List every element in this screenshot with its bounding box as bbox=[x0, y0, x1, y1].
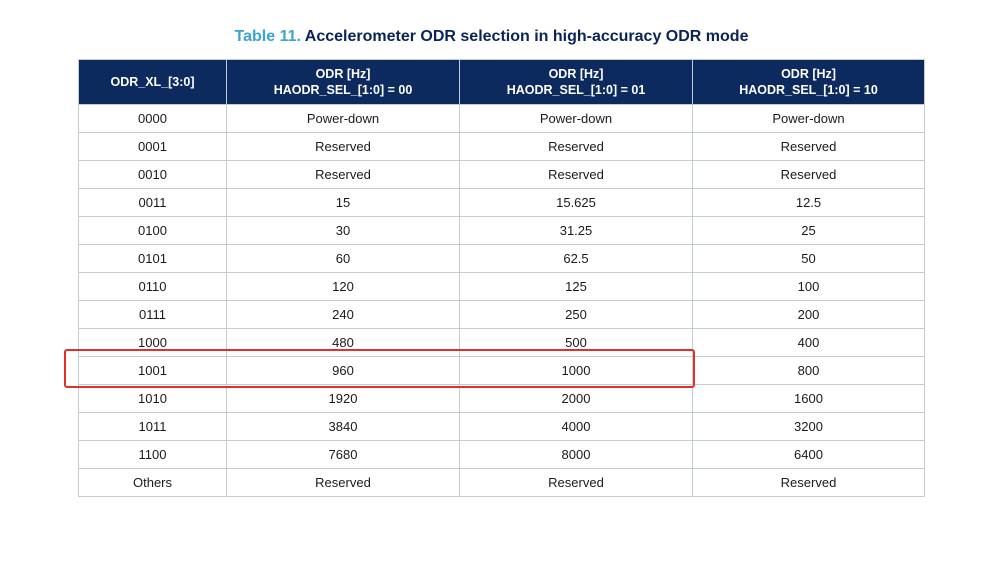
table-row: 0010 Reserved Reserved Reserved bbox=[78, 160, 925, 189]
table-cell: 1000 bbox=[459, 356, 693, 385]
title-text: Accelerometer ODR selection in high-accu… bbox=[304, 28, 749, 45]
table-row: 0111 240 250 200 bbox=[78, 300, 925, 329]
table-cell: 4000 bbox=[459, 412, 693, 441]
header-cell: ODR [Hz] HAODR_SEL_[1:0] = 10 bbox=[692, 59, 925, 105]
table-row: Others Reserved Reserved Reserved bbox=[78, 468, 925, 497]
table-cell: Reserved bbox=[226, 468, 460, 497]
table-cell: 1011 bbox=[78, 412, 227, 441]
table-cell: Reserved bbox=[692, 468, 925, 497]
header-cell: ODR [Hz] HAODR_SEL_[1:0] = 01 bbox=[459, 59, 693, 105]
table-cell: 0011 bbox=[78, 188, 227, 217]
header-line: ODR_XL_[3:0] bbox=[110, 75, 195, 89]
table-cell: 62.5 bbox=[459, 244, 693, 273]
table-cell: 1010 bbox=[78, 384, 227, 413]
table-cell: Reserved bbox=[226, 160, 460, 189]
table-cell: 400 bbox=[692, 328, 925, 357]
table-cell: 3200 bbox=[692, 412, 925, 441]
table-number: Table 11. bbox=[234, 28, 301, 45]
table-row: 1000 480 500 400 bbox=[78, 328, 925, 357]
table-cell: 31.25 bbox=[459, 216, 693, 245]
table-cell: 50 bbox=[692, 244, 925, 273]
table-row: 1001 960 1000 800 bbox=[78, 356, 925, 385]
table-cell: 0000 bbox=[78, 104, 227, 133]
table-row: 1100 7680 8000 6400 bbox=[78, 440, 925, 469]
table-row: 0000 Power-down Power-down Power-down bbox=[78, 104, 925, 133]
table-cell: 0101 bbox=[78, 244, 227, 273]
table-cell: 120 bbox=[226, 272, 460, 301]
table-body: 0000 Power-down Power-down Power-down 0001 Re… bbox=[78, 104, 925, 497]
table-cell: 1000 bbox=[78, 328, 227, 357]
table-row: 0100 30 31.25 25 bbox=[78, 216, 925, 245]
odr-table: ODR_XL_[3:0] ODR [Hz] HAODR_SEL_[1:0] = 00… bbox=[78, 59, 925, 497]
table-row: 0101 60 62.5 50 bbox=[78, 244, 925, 273]
header-line: ODR [Hz] bbox=[781, 67, 836, 81]
header-cell: ODR [Hz] HAODR_SEL_[1:0] = 00 bbox=[226, 59, 460, 105]
table-cell: 2000 bbox=[459, 384, 693, 413]
table-cell: 15.625 bbox=[459, 188, 693, 217]
header-line: HAODR_SEL_[1:0] = 00 bbox=[273, 83, 413, 97]
table-cell: 1100 bbox=[78, 440, 227, 469]
header-cell: ODR_XL_[3:0] bbox=[78, 59, 227, 105]
table-cell: 30 bbox=[226, 216, 460, 245]
table-cell: 0010 bbox=[78, 160, 227, 189]
table-cell: 60 bbox=[226, 244, 460, 273]
table-cell: Reserved bbox=[459, 468, 693, 497]
highlight-box bbox=[64, 349, 695, 388]
table-cell: 100 bbox=[692, 272, 925, 301]
header-line: HAODR_SEL_[1:0] = 01 bbox=[506, 83, 646, 97]
table-cell: 15 bbox=[226, 188, 460, 217]
table-cell: 125 bbox=[459, 272, 693, 301]
table-cell: 240 bbox=[226, 300, 460, 329]
table-title: Table 11. Accelerometer ODR selection in… bbox=[0, 28, 983, 46]
table-row: 0001 Reserved Reserved Reserved bbox=[78, 132, 925, 161]
table-cell: 1600 bbox=[692, 384, 925, 413]
table-cell: 12.5 bbox=[692, 188, 925, 217]
header-line: ODR [Hz] bbox=[315, 67, 371, 81]
table-cell: Reserved bbox=[459, 160, 693, 189]
header-row: ODR_XL_[3:0] ODR [Hz] HAODR_SEL_[1:0] = 00… bbox=[78, 59, 925, 105]
table-cell: Reserved bbox=[226, 132, 460, 161]
table-cell: Reserved bbox=[692, 160, 925, 189]
table-cell: 250 bbox=[459, 300, 693, 329]
table-cell: 25 bbox=[692, 216, 925, 245]
table-header: ODR_XL_[3:0] ODR [Hz] HAODR_SEL_[1:0] = 00… bbox=[78, 59, 925, 105]
table-cell: Power-down bbox=[692, 104, 925, 133]
table-cell: Others bbox=[78, 468, 227, 497]
table-cell: 0111 bbox=[78, 300, 227, 329]
table-cell: 200 bbox=[692, 300, 925, 329]
table-cell: 8000 bbox=[459, 440, 693, 469]
table-cell: 480 bbox=[226, 328, 460, 357]
table-row: 0011 15 15.625 12.5 bbox=[78, 188, 925, 217]
table-cell: Reserved bbox=[459, 132, 693, 161]
table-cell: Power-down bbox=[226, 104, 460, 133]
table-cell: 800 bbox=[692, 356, 925, 385]
table-cell: 0001 bbox=[78, 132, 227, 161]
table-cell: Reserved bbox=[692, 132, 925, 161]
table-cell: 0100 bbox=[78, 216, 227, 245]
header-line: HAODR_SEL_[1:0] = 10 bbox=[739, 83, 878, 97]
table-cell: 1920 bbox=[226, 384, 460, 413]
header-line: ODR [Hz] bbox=[548, 67, 604, 81]
table-cell: 0110 bbox=[78, 272, 227, 301]
table-cell: 7680 bbox=[226, 440, 460, 469]
table-row: 1011 3840 4000 3200 bbox=[78, 412, 925, 441]
table-row: 0110 120 125 100 bbox=[78, 272, 925, 301]
table-cell: Power-down bbox=[459, 104, 693, 133]
table-cell: 6400 bbox=[692, 440, 925, 469]
table-cell: 3840 bbox=[226, 412, 460, 441]
table-row: 1010 1920 2000 1600 bbox=[78, 384, 925, 413]
